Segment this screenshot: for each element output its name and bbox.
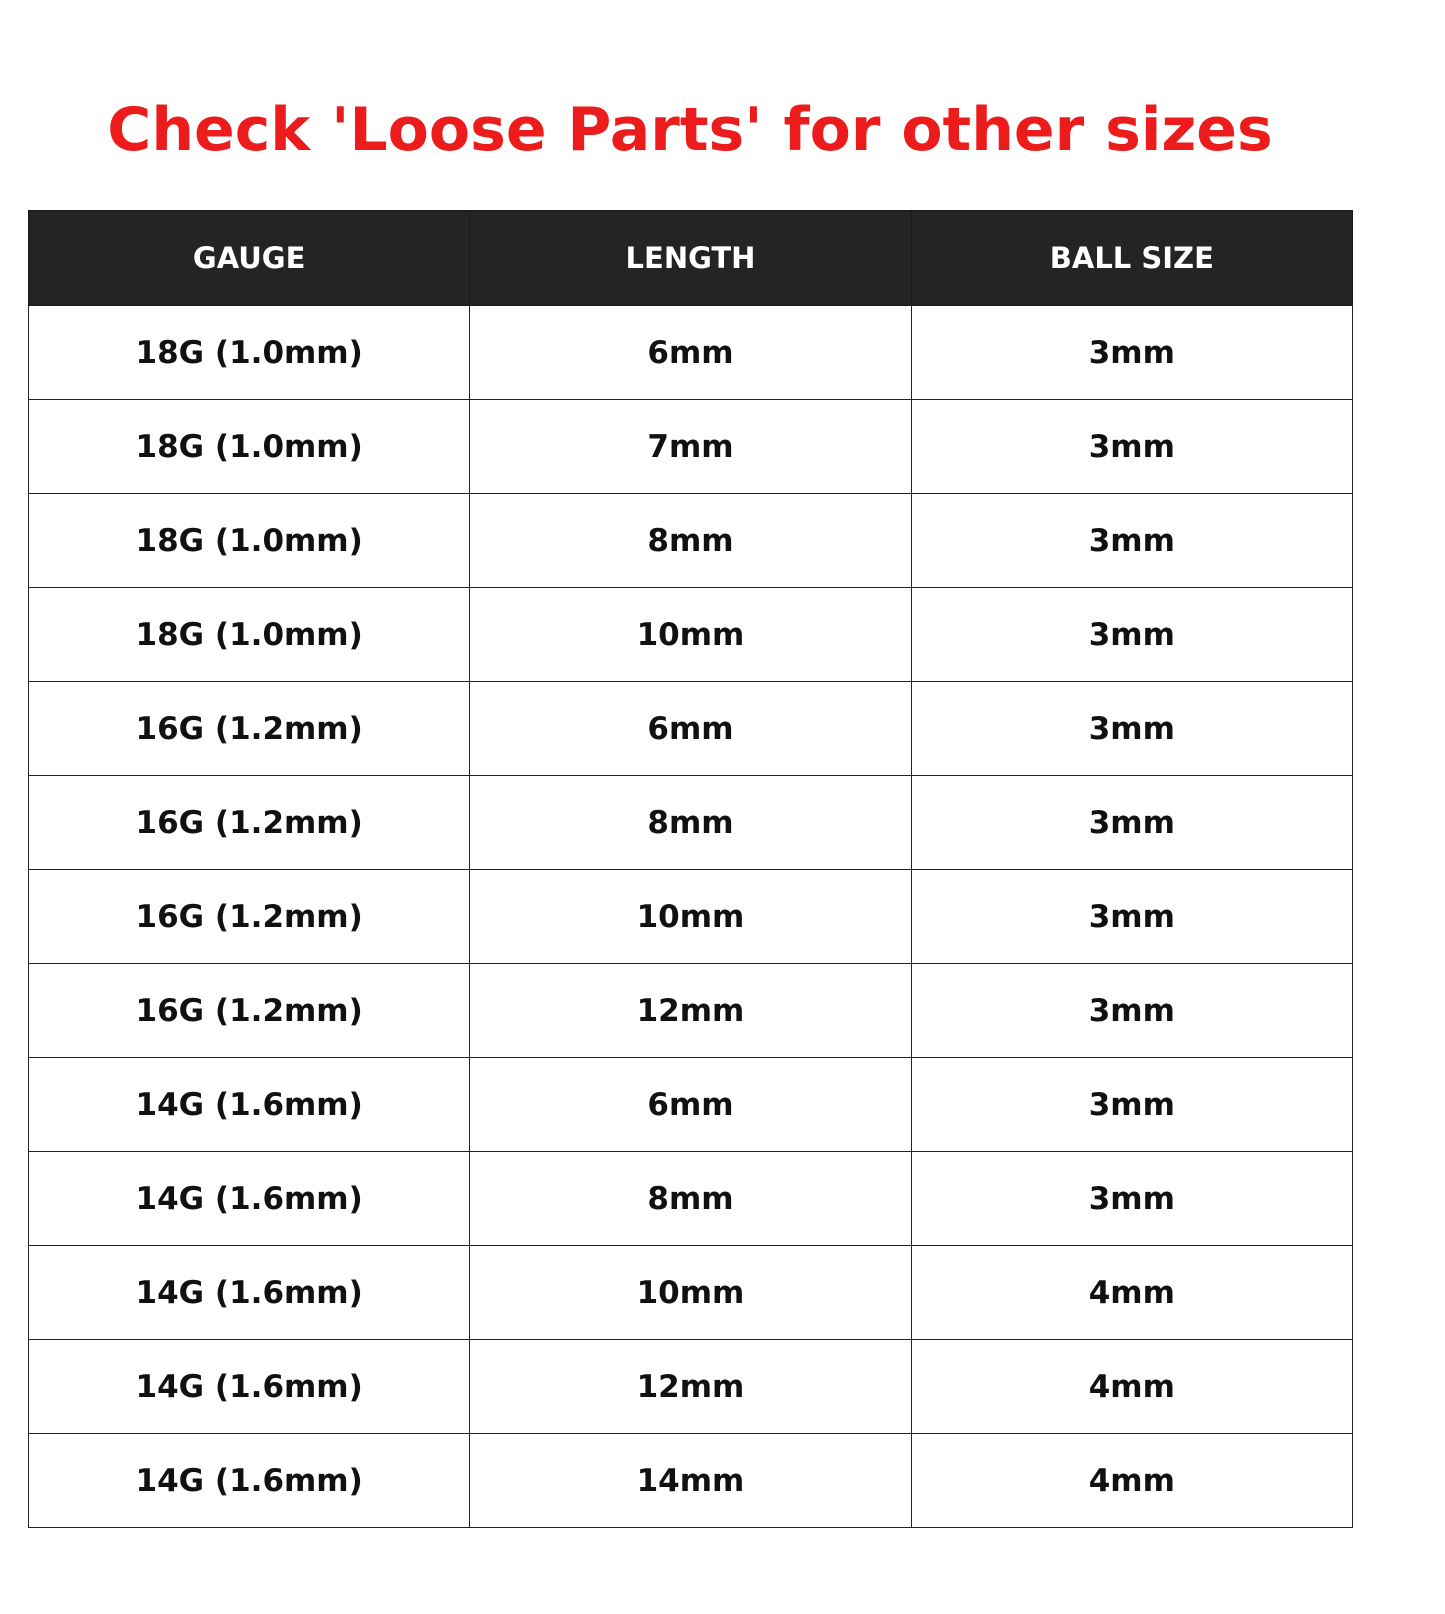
cell-gauge: 18G (1.0mm): [27, 399, 471, 494]
cell-length: 8mm: [469, 493, 912, 588]
table-row: 14G (1.6mm) 6mm 3mm: [27, 1057, 1354, 1152]
cell-ball-size: 4mm: [910, 1433, 1354, 1528]
cell-gauge: 16G (1.2mm): [27, 963, 471, 1058]
cell-length: 6mm: [469, 305, 912, 400]
cell-length: 12mm: [469, 1339, 912, 1434]
table-row: 18G (1.0mm) 6mm 3mm: [27, 305, 1354, 400]
cell-length: 10mm: [469, 1245, 912, 1340]
cell-ball-size: 3mm: [910, 399, 1354, 494]
table-row: 14G (1.6mm) 14mm 4mm: [27, 1433, 1354, 1528]
cell-ball-size: 3mm: [910, 681, 1354, 776]
cell-ball-size: 3mm: [910, 869, 1354, 964]
table-row: 14G (1.6mm) 10mm 4mm: [27, 1245, 1354, 1340]
cell-gauge: 14G (1.6mm): [27, 1245, 471, 1340]
table-row: 14G (1.6mm) 12mm 4mm: [27, 1339, 1354, 1434]
table-row: 14G (1.6mm) 8mm 3mm: [27, 1151, 1354, 1246]
cell-gauge: 16G (1.2mm): [27, 681, 471, 776]
page-title: Check 'Loose Parts' for other sizes: [107, 95, 1273, 165]
cell-length: 7mm: [469, 399, 912, 494]
cell-ball-size: 4mm: [910, 1339, 1354, 1434]
table-row: 18G (1.0mm) 8mm 3mm: [27, 493, 1354, 588]
cell-gauge: 16G (1.2mm): [27, 869, 471, 964]
cell-gauge: 16G (1.2mm): [27, 775, 471, 870]
table-row: 16G (1.2mm) 6mm 3mm: [27, 681, 1354, 776]
cell-length: 10mm: [469, 587, 912, 682]
cell-ball-size: 3mm: [910, 1057, 1354, 1152]
header-length: LENGTH: [469, 210, 912, 306]
table-row: 18G (1.0mm) 7mm 3mm: [27, 399, 1354, 494]
cell-gauge: 18G (1.0mm): [27, 305, 471, 400]
table-row: 16G (1.2mm) 12mm 3mm: [27, 963, 1354, 1058]
cell-ball-size: 3mm: [910, 493, 1354, 588]
cell-length: 6mm: [469, 681, 912, 776]
size-table: GAUGE LENGTH BALL SIZE 18G (1.0mm) 6mm 3mm…: [27, 210, 1354, 1528]
cell-ball-size: 3mm: [910, 1151, 1354, 1246]
header-gauge: GAUGE: [27, 210, 471, 306]
cell-ball-size: 4mm: [910, 1245, 1354, 1340]
cell-length: 8mm: [469, 1151, 912, 1246]
cell-gauge: 14G (1.6mm): [27, 1057, 471, 1152]
cell-gauge: 18G (1.0mm): [27, 493, 471, 588]
cell-length: 8mm: [469, 775, 912, 870]
table-header-row: GAUGE LENGTH BALL SIZE: [27, 210, 1354, 306]
cell-ball-size: 3mm: [910, 587, 1354, 682]
cell-length: 6mm: [469, 1057, 912, 1152]
header-ball-size: BALL SIZE: [910, 210, 1354, 306]
cell-gauge: 18G (1.0mm): [27, 587, 471, 682]
cell-gauge: 14G (1.6mm): [27, 1339, 471, 1434]
cell-ball-size: 3mm: [910, 963, 1354, 1058]
table-row: 16G (1.2mm) 8mm 3mm: [27, 775, 1354, 870]
table-row: 16G (1.2mm) 10mm 3mm: [27, 869, 1354, 964]
cell-length: 10mm: [469, 869, 912, 964]
table-row: 18G (1.0mm) 10mm 3mm: [27, 587, 1354, 682]
cell-ball-size: 3mm: [910, 775, 1354, 870]
cell-gauge: 14G (1.6mm): [27, 1151, 471, 1246]
cell-gauge: 14G (1.6mm): [27, 1433, 471, 1528]
cell-ball-size: 3mm: [910, 305, 1354, 400]
cell-length: 12mm: [469, 963, 912, 1058]
cell-length: 14mm: [469, 1433, 912, 1528]
